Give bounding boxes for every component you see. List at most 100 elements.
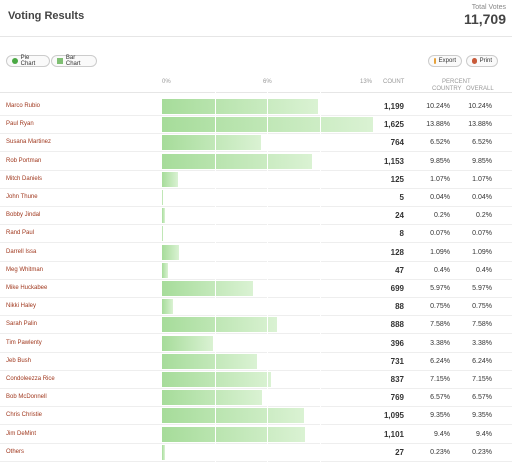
vote-count: 837 bbox=[390, 375, 404, 384]
country-percent: 6.57% bbox=[430, 394, 450, 402]
candidate-name[interactable]: Susana Martinez bbox=[6, 139, 52, 146]
export-button[interactable]: Export bbox=[428, 55, 462, 67]
vote-count: 1,625 bbox=[383, 120, 404, 130]
export-icon bbox=[434, 58, 436, 64]
gridline bbox=[267, 92, 268, 463]
candidate-name[interactable]: Bobby Jindal bbox=[6, 212, 41, 219]
result-row: Bobby Jindal 24 0.2% 0.2% bbox=[0, 206, 512, 226]
vote-count: 764 bbox=[390, 138, 404, 148]
scale-mid-label: 6% bbox=[263, 79, 272, 85]
vote-bar bbox=[162, 226, 164, 242]
vote-bar bbox=[162, 262, 169, 278]
result-row: Mitch Daniels 125 1.07% 1.07% bbox=[0, 170, 512, 189]
candidate-name[interactable]: Mitch Daniels bbox=[6, 175, 43, 182]
country-percent: 6.24% bbox=[430, 357, 450, 365]
vote-count: 47 bbox=[395, 265, 404, 275]
bar-chart-icon bbox=[57, 58, 63, 64]
candidate-name[interactable]: Condoleezza Rice bbox=[6, 376, 55, 382]
result-row: Condoleezza Rice 837 7.15% 7.15% bbox=[0, 370, 512, 389]
bar-chart-label: Bar Chart bbox=[65, 55, 81, 67]
vote-bar bbox=[162, 390, 262, 406]
percent-header: PERCENT bbox=[442, 79, 471, 85]
vote-bar bbox=[162, 372, 271, 387]
candidate-name[interactable]: Marco Rubio bbox=[6, 103, 41, 109]
vote-bar bbox=[162, 190, 163, 205]
vote-bar bbox=[162, 444, 166, 460]
pie-chart-icon bbox=[12, 58, 18, 64]
result-row: Others 27 0.23% 0.23% bbox=[0, 443, 512, 462]
vote-count: 1,095 bbox=[383, 411, 404, 421]
print-button[interactable]: Print bbox=[466, 55, 498, 67]
print-label: Print bbox=[479, 58, 492, 64]
result-row: Sarah Palin 888 7.58% 7.58% bbox=[0, 315, 512, 335]
vote-bar bbox=[162, 353, 257, 369]
candidate-name[interactable]: Paul Ryan bbox=[6, 121, 34, 128]
result-row: Marco Rubio 1,199 10.24% 10.24% bbox=[0, 97, 512, 116]
country-header: COUNTRY bbox=[432, 86, 462, 92]
vote-count: 8 bbox=[399, 229, 404, 239]
export-label: Export bbox=[438, 58, 456, 64]
vote-bar bbox=[162, 299, 174, 315]
candidate-name[interactable]: Darrell Issa bbox=[6, 248, 37, 255]
vote-bar bbox=[162, 408, 305, 424]
vote-count: 5 bbox=[399, 193, 404, 202]
candidate-name[interactable]: Meg Whitman bbox=[6, 266, 44, 273]
country-percent: 9.4% bbox=[434, 430, 450, 438]
print-icon bbox=[472, 58, 477, 64]
overall-percent: 13.88% bbox=[468, 121, 492, 129]
country-percent: 0.4% bbox=[434, 266, 450, 274]
result-row: Mike Huckabee 699 5.97% 5.97% bbox=[0, 279, 512, 298]
overall-percent: 0.07% bbox=[472, 230, 492, 238]
candidate-name[interactable]: John Thune bbox=[6, 194, 38, 200]
total-votes-value: 11,709 bbox=[463, 11, 506, 27]
candidate-name[interactable]: Chris Christie bbox=[6, 412, 43, 419]
count-header: COUNT bbox=[383, 79, 405, 85]
candidate-name[interactable]: Bob McDonnell bbox=[6, 394, 47, 401]
vote-bar bbox=[162, 153, 312, 169]
overall-percent: 9.4% bbox=[476, 430, 492, 438]
overall-percent: 9.35% bbox=[472, 412, 492, 420]
country-percent: 1.07% bbox=[430, 175, 450, 183]
vote-bar bbox=[162, 335, 214, 351]
result-row: Susana Martinez 764 6.52% 6.52% bbox=[0, 133, 512, 153]
vote-bar bbox=[162, 317, 278, 333]
overall-percent: 0.23% bbox=[472, 448, 492, 456]
country-percent: 6.52% bbox=[430, 139, 450, 147]
result-row: Tim Pawlenty 396 3.38% 3.38% bbox=[0, 334, 512, 353]
country-percent: 7.15% bbox=[430, 376, 450, 383]
candidate-name[interactable]: Tim Pawlenty bbox=[6, 339, 42, 346]
result-row: Nikki Haley 88 0.75% 0.75% bbox=[0, 297, 512, 317]
overall-percent: 0.04% bbox=[472, 194, 492, 201]
overall-percent: 6.24% bbox=[472, 357, 492, 365]
candidate-name[interactable]: Jim DeMint bbox=[6, 430, 37, 437]
country-percent: 9.35% bbox=[430, 412, 450, 420]
page-title: Voting Results bbox=[8, 10, 85, 22]
vote-bar bbox=[162, 99, 318, 114]
result-row: Meg Whitman 47 0.4% 0.4% bbox=[0, 261, 512, 280]
vote-bar bbox=[162, 135, 262, 151]
candidate-name[interactable]: Others bbox=[6, 448, 25, 455]
scale-max-label: 13% bbox=[360, 79, 373, 85]
overall-percent: 3.38% bbox=[472, 339, 492, 347]
vote-count: 769 bbox=[390, 393, 404, 403]
candidate-name[interactable]: Sarah Palin bbox=[6, 321, 38, 328]
candidate-name[interactable]: Rand Paul bbox=[6, 230, 35, 237]
bar-chart-button[interactable]: Bar Chart bbox=[51, 55, 97, 67]
vote-count: 88 bbox=[395, 302, 404, 312]
candidate-name[interactable]: Nikki Haley bbox=[6, 303, 37, 310]
result-row: Chris Christie 1,095 9.35% 9.35% bbox=[0, 406, 512, 426]
vote-count: 125 bbox=[390, 174, 404, 184]
country-percent: 1.09% bbox=[430, 248, 450, 256]
vote-bar bbox=[162, 244, 179, 260]
chart-top-divider bbox=[0, 92, 512, 93]
candidate-name[interactable]: Jeb Bush bbox=[6, 357, 32, 364]
vote-count: 396 bbox=[390, 338, 404, 348]
total-votes-label: Total Votes bbox=[471, 4, 506, 11]
overall-percent: 0.75% bbox=[472, 303, 492, 311]
result-row: Jeb Bush 731 6.24% 6.24% bbox=[0, 352, 512, 371]
overall-percent: 9.85% bbox=[472, 157, 492, 165]
overall-percent: 7.58% bbox=[472, 321, 492, 329]
pie-chart-button[interactable]: Pie Chart bbox=[6, 55, 50, 67]
candidate-name[interactable]: Mike Huckabee bbox=[6, 285, 48, 291]
candidate-name[interactable]: Rob Portman bbox=[6, 157, 42, 164]
